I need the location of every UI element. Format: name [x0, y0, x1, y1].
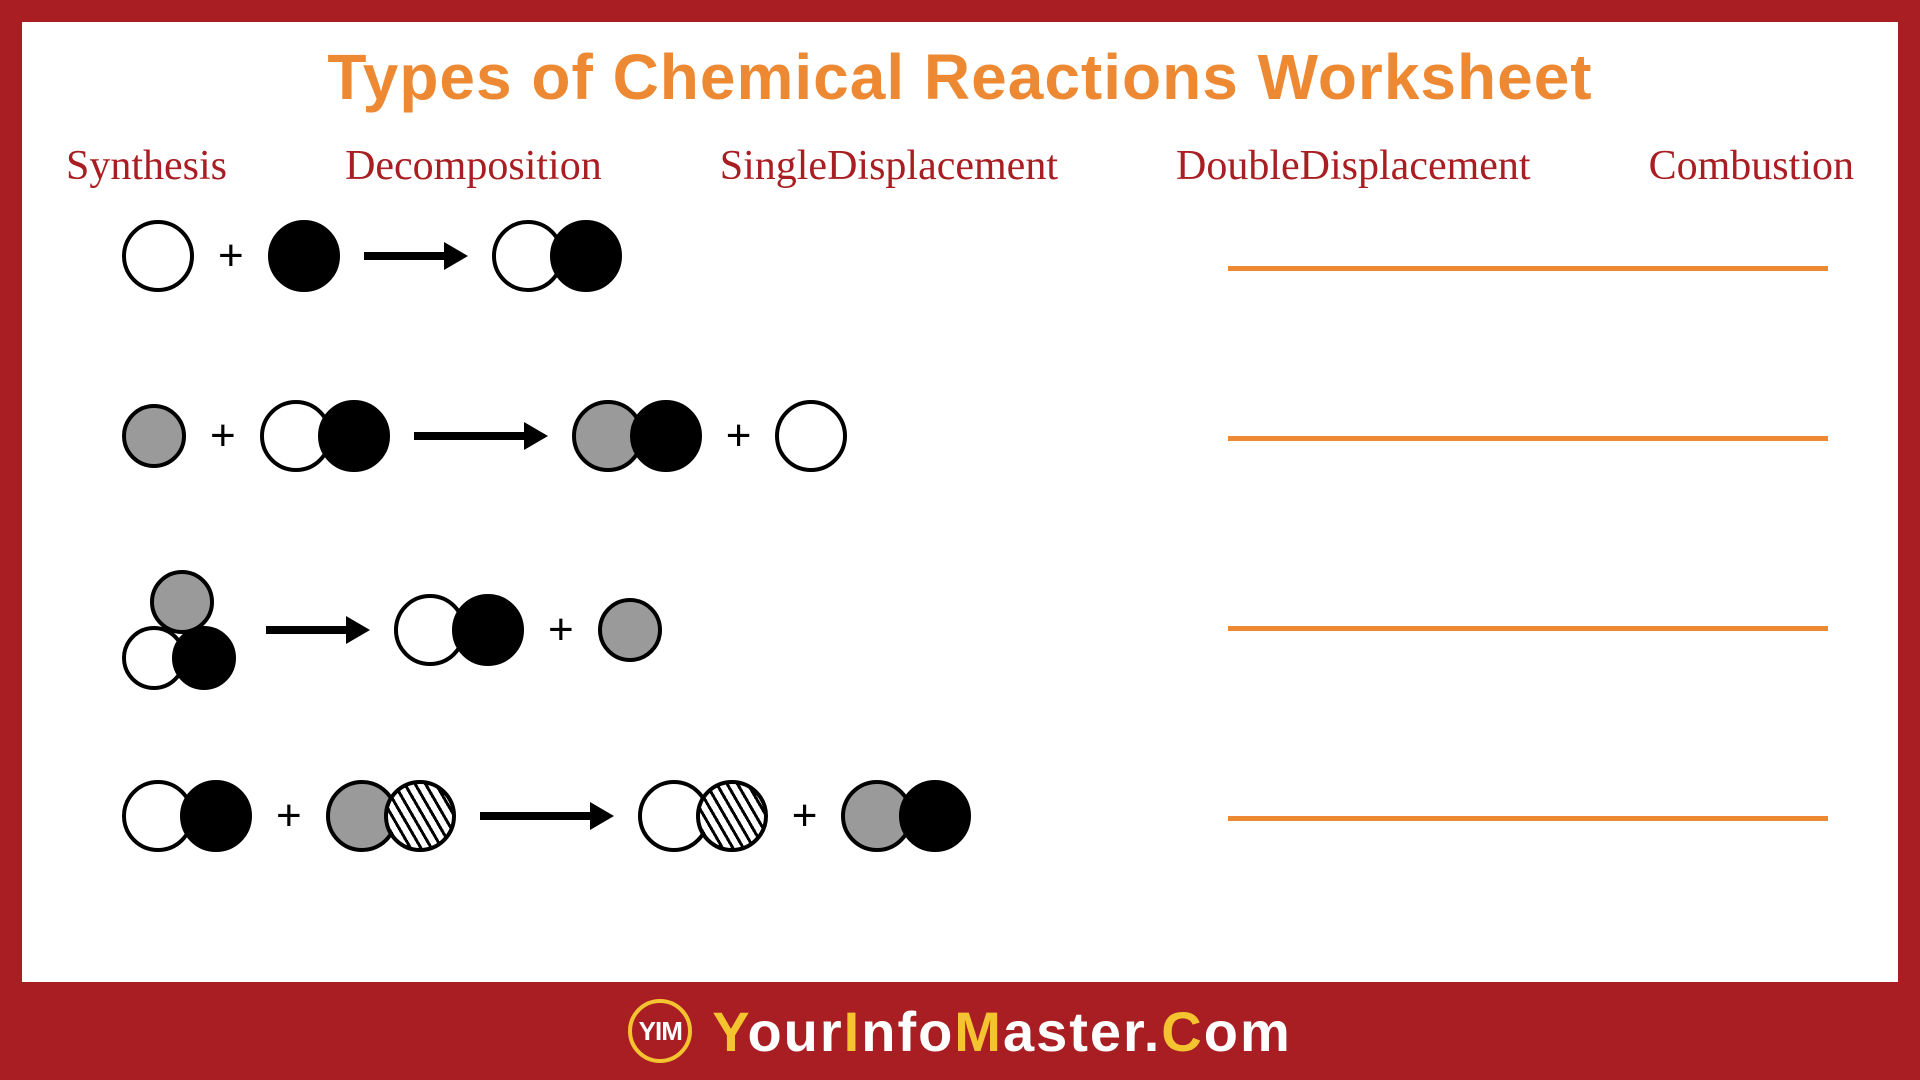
plus-icon: + [542, 605, 580, 655]
logo-badge-icon: YIM [628, 999, 692, 1063]
reaction-type-labels: Synthesis Decomposition SingleDisplaceme… [62, 142, 1858, 190]
plus-icon: + [786, 791, 824, 841]
answer-blank-3[interactable] [1228, 626, 1828, 631]
atom-black [452, 594, 524, 666]
plus-icon: + [270, 791, 308, 841]
brand-mid2: nfo [861, 1000, 954, 1063]
molecule-pair [122, 780, 252, 852]
arrow-icon [358, 242, 474, 270]
brand-mid1: our [747, 1000, 843, 1063]
label-double-displacement: DoubleDisplacement [1176, 142, 1531, 190]
molecule-pair [492, 220, 622, 292]
atom-gray [598, 598, 662, 662]
label-combustion: Combustion [1649, 142, 1854, 190]
atom-black [550, 220, 622, 292]
molecule-pair [326, 780, 456, 852]
label-decomposition: Decomposition [345, 142, 602, 190]
page-title: Types of Chemical Reactions Worksheet [62, 40, 1858, 114]
atom-white [775, 400, 847, 472]
atom-black [899, 780, 971, 852]
label-single-displacement: SingleDisplacement [720, 142, 1058, 190]
plus-icon: + [212, 231, 250, 281]
brand-c: C [1161, 1000, 1203, 1063]
atom-black [318, 400, 390, 472]
plus-icon: + [720, 411, 758, 461]
molecule-pair [841, 780, 971, 852]
atom-hatched [696, 780, 768, 852]
reaction-area: ++++++ [62, 220, 1858, 940]
atom-black [630, 400, 702, 472]
footer-bar: YIM YourInfoMaster.Com [0, 982, 1920, 1080]
outer-frame: Types of Chemical Reactions Worksheet Sy… [0, 0, 1920, 1080]
brand-text: YourInfoMaster.Com [712, 999, 1292, 1064]
brand-y: Y [712, 1000, 747, 1063]
answer-blank-1[interactable] [1228, 266, 1828, 271]
atom-black [268, 220, 340, 292]
molecule-pair [638, 780, 768, 852]
plus-icon: + [204, 411, 242, 461]
reaction-row-2: ++ [122, 400, 847, 472]
molecule-triple [122, 570, 242, 690]
brand-end: om [1204, 1000, 1292, 1063]
atom-black [180, 780, 252, 852]
atom-black [172, 626, 236, 690]
label-synthesis: Synthesis [66, 142, 227, 190]
atom-hatched [384, 780, 456, 852]
reaction-row-1: + [122, 220, 622, 292]
atom-gray [150, 570, 214, 634]
arrow-icon [408, 422, 554, 450]
arrow-icon [474, 802, 620, 830]
molecule-pair [394, 594, 524, 666]
logo-text: YIM [639, 1016, 682, 1047]
reaction-row-4: ++ [122, 780, 971, 852]
answer-blank-4[interactable] [1228, 816, 1828, 821]
reaction-row-3: + [122, 570, 662, 690]
brand-mid3: aster. [1003, 1000, 1161, 1063]
molecule-pair [260, 400, 390, 472]
worksheet-panel: Types of Chemical Reactions Worksheet Sy… [22, 22, 1898, 982]
brand-i: I [844, 1000, 862, 1063]
answer-blank-2[interactable] [1228, 436, 1828, 441]
atom-white [122, 220, 194, 292]
brand-m: M [954, 1000, 1003, 1063]
molecule-pair [572, 400, 702, 472]
arrow-icon [260, 616, 376, 644]
atom-gray [122, 404, 186, 468]
